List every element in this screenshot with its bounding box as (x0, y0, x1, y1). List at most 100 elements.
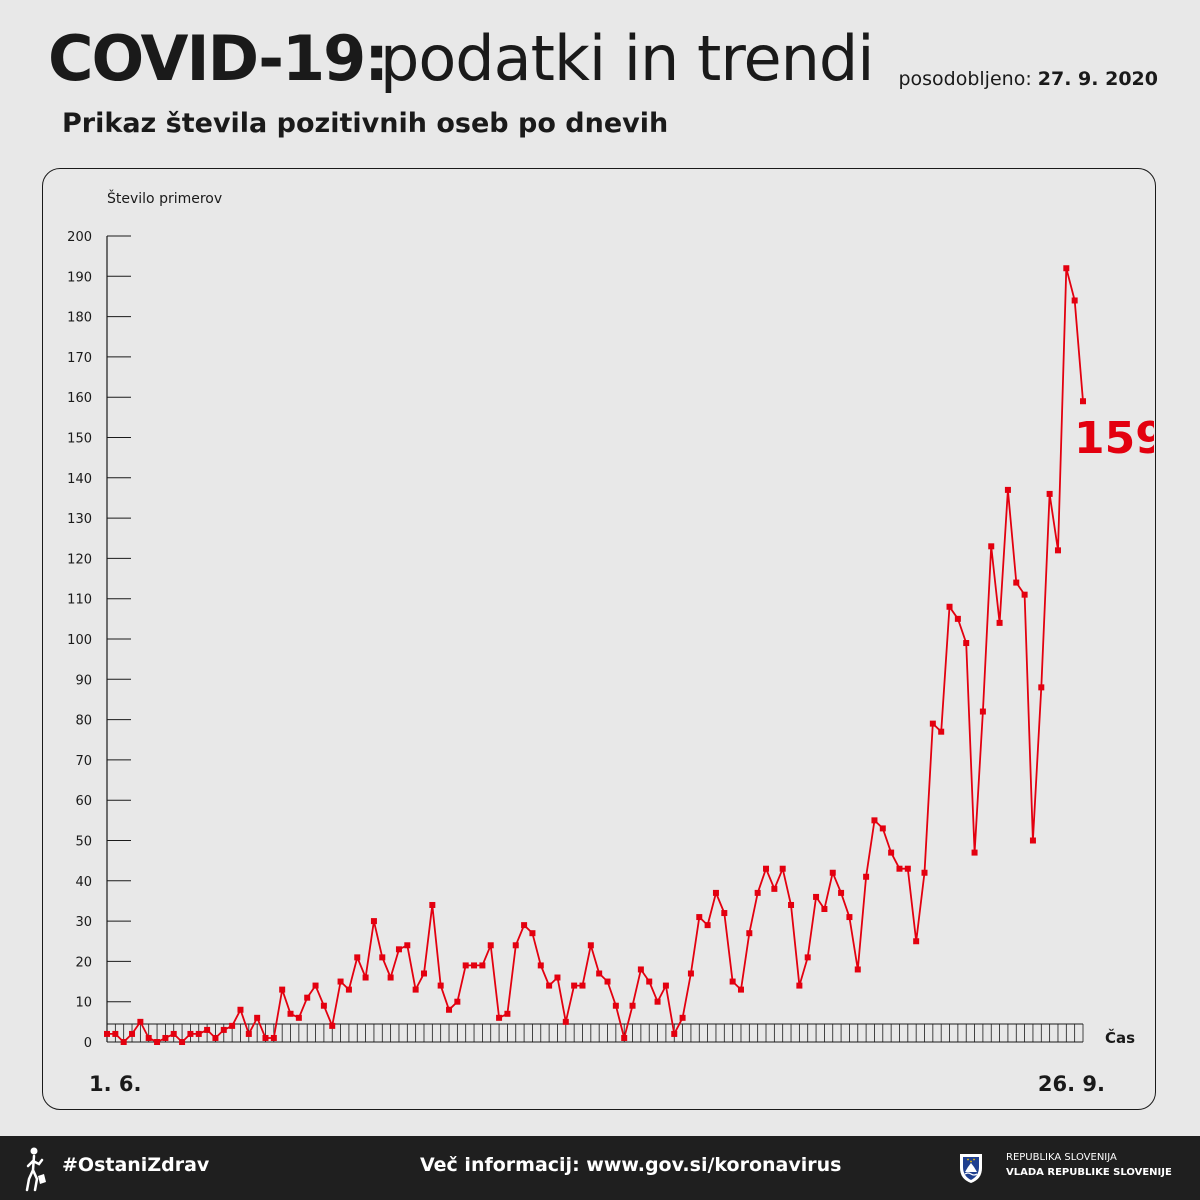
data-point (746, 930, 753, 937)
data-point (537, 962, 544, 969)
data-point (904, 865, 911, 872)
axis-layer: 0 10 20 30 40 50 60 70 80 90 100 110 120 130 140 150 160… (67, 189, 1135, 1096)
label-layer: 159 (1074, 413, 1154, 464)
y-tick-label: 110 (67, 593, 92, 608)
data-point (337, 978, 344, 985)
data-point (946, 603, 953, 610)
data-point (913, 938, 920, 945)
x-axis-title: Čas (1105, 1028, 1135, 1047)
page-title-bold: COVID-19: (48, 22, 389, 95)
data-point (629, 1002, 636, 1009)
data-point (1080, 398, 1086, 405)
data-point (237, 1006, 244, 1013)
data-point (896, 865, 903, 872)
data-point (404, 942, 411, 949)
data-point (304, 994, 311, 1001)
data-point (287, 1010, 294, 1017)
gov-line-2: VLADA REPUBLIKE SLOVENIJE (1006, 1167, 1172, 1178)
data-point (504, 1010, 511, 1017)
data-point (521, 922, 528, 929)
data-point (712, 889, 719, 896)
updated-date: 27. 9. 2020 (1037, 68, 1158, 90)
data-point (170, 1030, 177, 1037)
data-point (120, 1039, 127, 1045)
hashtag-link[interactable]: #OstaniZdrav (62, 1154, 210, 1176)
data-point (571, 982, 578, 989)
updated-label: posodobljeno: (898, 68, 1032, 90)
data-point (512, 942, 519, 949)
data-point (579, 982, 586, 989)
y-tick-label: 70 (75, 754, 92, 769)
data-point (479, 962, 486, 969)
data-point (971, 849, 978, 856)
data-point (179, 1039, 186, 1045)
y-tick-label: 100 (67, 633, 92, 648)
data-point (162, 1034, 169, 1041)
footer-bar: #OstaniZdrav Več informacij: www.gov.si/… (0, 1136, 1200, 1200)
data-point (929, 720, 936, 727)
data-point (1029, 837, 1036, 844)
data-point (212, 1034, 219, 1041)
y-tick-label: 170 (67, 351, 92, 366)
series-layer (104, 265, 1086, 1045)
data-point (145, 1034, 152, 1041)
data-point (654, 998, 661, 1005)
data-point (963, 640, 970, 647)
data-point (921, 869, 928, 876)
data-point (462, 962, 469, 969)
data-point (737, 986, 744, 993)
data-point (704, 922, 711, 929)
data-point (846, 914, 853, 921)
data-point (429, 901, 436, 908)
data-point (646, 978, 653, 985)
data-point (979, 708, 986, 715)
y-tick-label: 10 (75, 996, 92, 1011)
data-point (996, 619, 1003, 626)
data-point (354, 954, 361, 961)
data-point (262, 1034, 269, 1041)
data-point (763, 865, 770, 872)
data-point (779, 865, 786, 872)
chart-subtitle: Prikaz števila pozitivnih oseb po dnevih (62, 108, 669, 139)
data-point (1013, 579, 1020, 586)
government-label: REPUBLIKA SLOVENIJA VLADA REPUBLIKE SLOV… (1006, 1150, 1196, 1180)
data-point (245, 1030, 252, 1037)
data-point (112, 1030, 119, 1037)
data-point (554, 974, 561, 981)
data-point (729, 978, 736, 985)
data-point (637, 966, 644, 973)
more-info-link[interactable]: Več informacij: www.gov.si/koronavirus (420, 1154, 842, 1176)
data-point (838, 889, 845, 896)
data-point (487, 942, 494, 949)
data-point (395, 946, 402, 953)
slovenia-crest-icon (960, 1154, 982, 1183)
data-point (662, 982, 669, 989)
data-point (587, 942, 594, 949)
data-point (604, 978, 611, 985)
data-point (954, 615, 961, 622)
data-point (379, 954, 386, 961)
data-point (454, 998, 461, 1005)
data-point (220, 1026, 227, 1033)
data-point (596, 970, 603, 977)
data-point (804, 954, 811, 961)
data-point (679, 1014, 686, 1021)
data-point (1004, 486, 1011, 493)
data-point (871, 817, 878, 824)
last-value-label: 159 (1074, 413, 1154, 464)
y-tick-label: 190 (67, 270, 92, 285)
data-point (754, 889, 761, 896)
data-point (529, 930, 536, 937)
y-tick-label: 20 (75, 955, 92, 970)
data-point (879, 825, 886, 832)
data-point (788, 901, 795, 908)
x-start-label: 1. 6. (89, 1072, 142, 1096)
data-point (1054, 547, 1061, 554)
y-tick-label: 140 (67, 472, 92, 487)
updated-info: posodobljeno: 27. 9. 2020 (898, 68, 1158, 90)
ostanizdrav-figure-icon (25, 1147, 46, 1192)
gov-line-1: REPUBLIKA SLOVENIJA (1006, 1152, 1117, 1163)
data-point (621, 1034, 628, 1041)
data-point (437, 982, 444, 989)
y-tick-label: 50 (75, 835, 92, 850)
